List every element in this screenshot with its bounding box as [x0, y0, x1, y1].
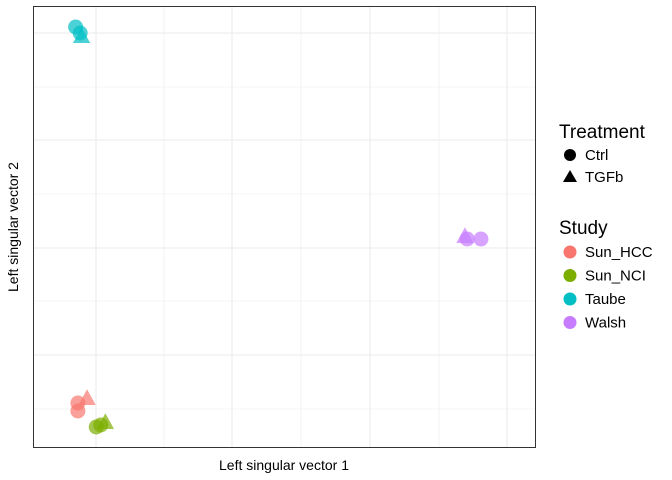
- legend-label-taube: Taube: [585, 291, 626, 308]
- grid-lines: [34, 7, 535, 447]
- legend-key-sun-nci-icon: [563, 269, 577, 282]
- legend-key-circle-icon: [564, 149, 576, 161]
- legend-label-walsh: Walsh: [585, 315, 626, 332]
- point-sun-nci-tgfb: [96, 413, 115, 429]
- legend-key-taube-icon: [563, 292, 577, 306]
- legend-label-tgfb: TGFb: [585, 169, 623, 186]
- point-sun-hcc-ctrl: [70, 403, 86, 419]
- data-points: [68, 19, 489, 435]
- point-taube-tgfb: [72, 27, 91, 43]
- legend-label-sun-hcc: Sun_HCC: [585, 244, 653, 261]
- x-axis-title: Left singular vector 1: [219, 457, 349, 473]
- legend: Treatment Ctrl TGFb Study Sun_HCC Sun_NCI Taub…: [559, 122, 653, 332]
- point-sun-hcc-tgfb: [78, 389, 96, 405]
- plot-panel-border: [33, 6, 536, 448]
- legend-key-walsh-icon: [563, 316, 577, 329]
- y-axis-title: Left singular vector 2: [5, 162, 21, 292]
- legend-title-treatment: Treatment: [559, 122, 646, 143]
- legend-key-triangle-icon: [563, 170, 577, 182]
- legend-key-sun-hcc-icon: [563, 245, 577, 259]
- point-walsh-ctrl: [473, 231, 489, 247]
- legend-title-study: Study: [559, 218, 608, 239]
- point-walsh-tgfb: [456, 227, 474, 243]
- legend-label-sun-nci: Sun_NCI: [585, 268, 646, 285]
- legend-label-ctrl: Ctrl: [585, 147, 608, 164]
